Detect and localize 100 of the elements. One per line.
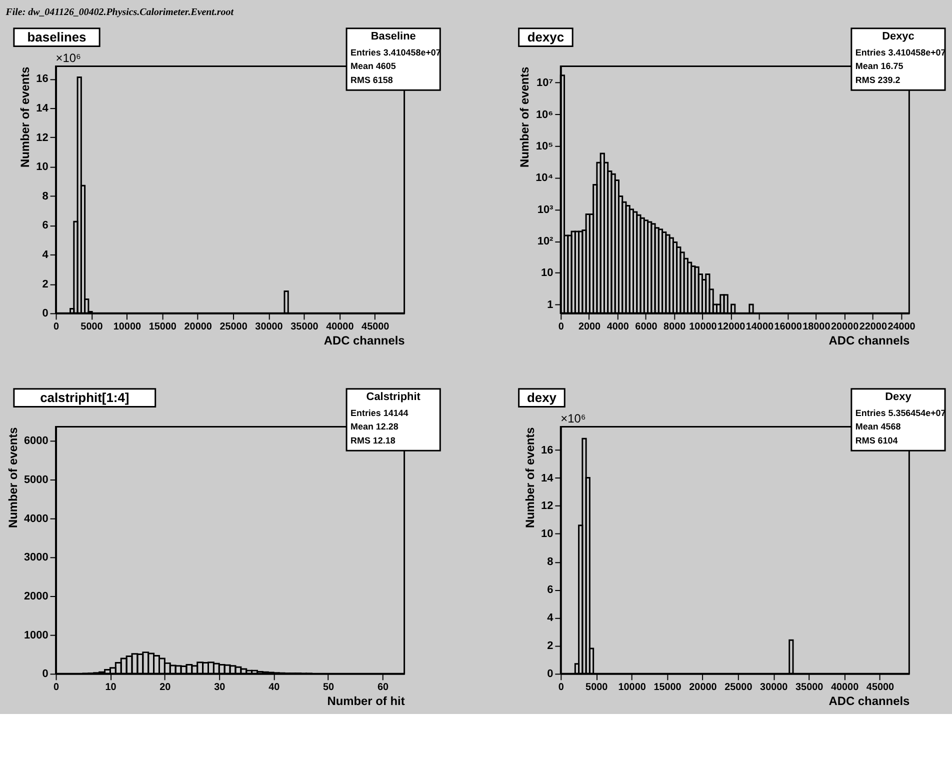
- chart-title: dexy: [526, 390, 558, 405]
- y-tick-label: 10: [541, 528, 554, 540]
- x-tick-label: 10: [105, 682, 117, 694]
- x-tick-label: 20: [160, 682, 172, 694]
- annotation: Mean 12.28: [350, 422, 398, 432]
- y-tick-label: 10: [541, 267, 554, 280]
- x-tick-label: 10000: [113, 322, 142, 333]
- x-tick-label: 0: [558, 322, 564, 333]
- annotation: RMS 239.2: [855, 75, 900, 86]
- x-tick-label: 25000: [220, 322, 248, 333]
- y-tick-label: 0: [42, 308, 48, 320]
- text: Entries 3.410458e+07: [350, 47, 441, 58]
- y-tick-label: 10⁵: [536, 140, 554, 153]
- x-axis-title: ADC channels: [828, 334, 910, 348]
- y-tick-label: 10⁷: [536, 77, 554, 90]
- text: Entries 5.356454e+07: [855, 408, 946, 418]
- y-tick-label: 2: [547, 640, 554, 652]
- y-tick-label: 3000: [24, 552, 48, 564]
- chart-title: dexyc: [527, 29, 564, 44]
- x-tick-label: 20000: [184, 322, 212, 333]
- x-tick-label: 8000: [664, 322, 686, 333]
- legend-title: Baseline: [370, 30, 416, 42]
- y-tick-label: 0: [42, 668, 48, 680]
- x-tick-label: 0: [54, 682, 60, 694]
- y-tick-label: 14: [36, 102, 50, 114]
- annotation: Mean 4568: [855, 422, 901, 432]
- y-tick-label: 6: [547, 584, 554, 596]
- x-tick-label: 5000: [80, 322, 104, 333]
- x-tick-label: 25000: [724, 682, 753, 694]
- y-tick-label: 12: [541, 500, 554, 512]
- x-tick-label: 15000: [148, 322, 177, 333]
- y-tick-label: 10⁶: [536, 108, 554, 121]
- text: File: dw_041126_00402.Physics.Calorimeter.Event.root: [4, 6, 235, 18]
- y-axis-title: Number of events: [523, 426, 538, 528]
- legend-title: Dexyc: [882, 30, 914, 42]
- y-tick-label: 14: [541, 472, 554, 484]
- chart-subtitle: ×10⁶: [56, 51, 82, 66]
- text: Entries 14144: [350, 408, 408, 418]
- x-axis-title: ADC channels: [828, 694, 910, 708]
- chart-title: baselines: [27, 29, 86, 44]
- y-tick-label: 4: [42, 249, 50, 262]
- y-tick-label: 2: [42, 278, 48, 290]
- y-axis-title: Number of events: [6, 426, 20, 528]
- y-tick-label: 4000: [24, 512, 48, 525]
- y-tick-label: 2000: [24, 590, 48, 602]
- x-tick-label: 35000: [796, 682, 824, 694]
- x-tick-label: 18000: [802, 322, 831, 333]
- y-tick-label: 4: [547, 612, 554, 624]
- y-tick-label: 6000: [24, 435, 48, 448]
- y-tick-label: 16: [36, 73, 48, 86]
- x-tick-label: 24000: [888, 322, 916, 333]
- x-tick-label: 5000: [586, 682, 608, 694]
- x-tick-label: 16000: [774, 322, 802, 333]
- annotation: Mean 16.75: [855, 61, 904, 72]
- x-tick-label: 12000: [718, 322, 746, 333]
- legend-title: Dexy: [885, 390, 912, 403]
- y-tick-label: 8: [42, 190, 48, 202]
- y-tick-label: 16: [541, 444, 554, 456]
- x-tick-label: 10000: [689, 322, 718, 333]
- x-tick-label: 10000: [618, 682, 646, 694]
- annotation: RMS 6104: [855, 436, 898, 446]
- y-tick-label: 0: [547, 668, 554, 680]
- x-tick-label: 20000: [689, 682, 718, 694]
- annotation: Mean 4605: [350, 61, 396, 72]
- y-tick-label: 10³: [537, 204, 554, 216]
- x-tick-label: 0: [558, 682, 564, 694]
- chart-title: calstriphit[1:4]: [40, 390, 130, 405]
- y-tick-label: 10⁴: [536, 172, 554, 184]
- x-axis-title: ADC channels: [324, 334, 406, 348]
- x-tick-label: 4000: [606, 322, 630, 333]
- y-tick-label: 10: [36, 161, 48, 174]
- x-tick-label: 40000: [326, 322, 354, 333]
- y-tick-label: 12: [36, 132, 48, 144]
- x-tick-label: 30: [214, 682, 226, 694]
- x-tick-label: 2000: [578, 322, 602, 333]
- x-tick-label: 30000: [760, 682, 788, 694]
- x-tick-label: 45000: [362, 322, 390, 333]
- x-axis-title: Number of hit: [327, 694, 405, 708]
- x-tick-label: 15000: [654, 682, 682, 694]
- x-tick-label: 40000: [830, 682, 860, 694]
- y-tick-label: 1000: [24, 629, 48, 642]
- x-tick-label: 0: [54, 322, 60, 333]
- y-tick-label: 8: [547, 556, 554, 568]
- y-tick-label: 5000: [24, 474, 48, 486]
- y-axis-title: Number of events: [18, 66, 32, 168]
- legend-title: Calstriphit: [366, 390, 421, 403]
- x-tick-label: 40: [268, 682, 280, 694]
- x-tick-label: 30000: [255, 322, 284, 333]
- x-tick-label: 50: [323, 682, 335, 694]
- x-tick-label: 35000: [290, 322, 319, 333]
- x-tick-label: 20000: [830, 322, 860, 333]
- x-tick-label: 45000: [866, 682, 895, 694]
- text: Entries 3.410458e+07: [855, 47, 946, 58]
- y-axis-title: Number of events: [518, 66, 532, 168]
- x-tick-label: 22000: [859, 322, 888, 333]
- annotation: RMS 12.18: [350, 436, 396, 446]
- chart-subtitle: ×10⁶: [560, 412, 586, 426]
- y-tick-label: 1: [547, 298, 554, 311]
- annotation: RMS 6158: [350, 75, 393, 86]
- x-tick-label: 60: [377, 682, 390, 694]
